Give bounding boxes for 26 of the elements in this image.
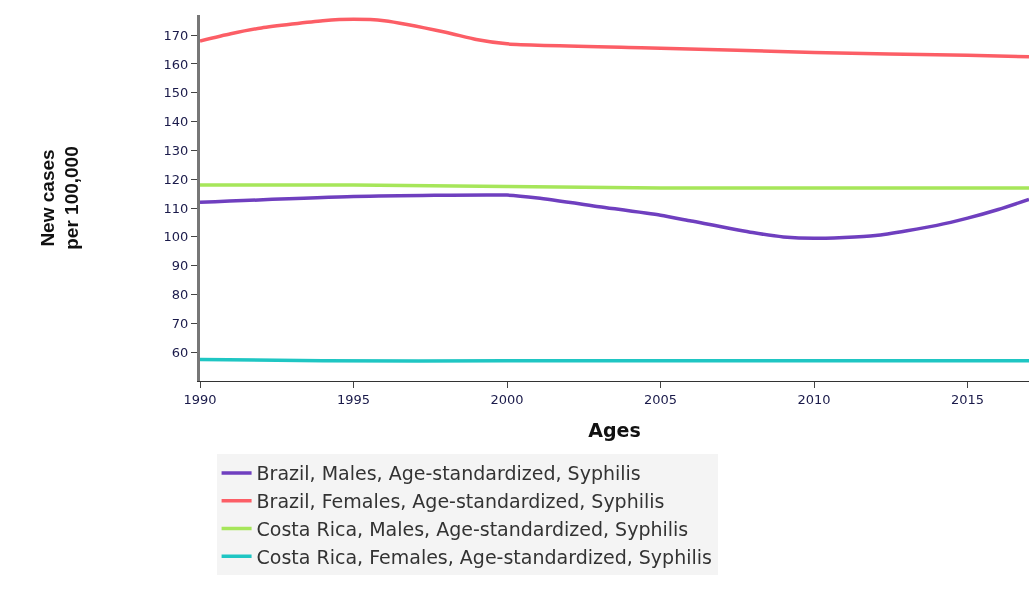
x-tick-label: 2010 — [797, 391, 831, 407]
y-tick-label: 110 — [163, 200, 189, 216]
line-series — [200, 17, 1029, 59]
y-tick-label: 70 — [171, 315, 189, 331]
x-tick-label: 1990 — [183, 391, 217, 407]
y-tick-label: 170 — [163, 27, 189, 43]
y-tick-label: 150 — [163, 85, 189, 101]
x-axis-title: Ages — [588, 419, 641, 442]
x-tick-label: 2015 — [951, 391, 985, 407]
legend-label: Brazil, Males, Age-standardized, Syphilis — [256, 462, 641, 485]
y-tick-label: 80 — [171, 287, 189, 303]
legend-label: Costa Rica, Males, Age-standardized, Syphilis — [256, 517, 689, 540]
x-tick-label: 2000 — [490, 391, 524, 407]
y-tick-label: 160 — [163, 56, 189, 72]
x-tick-label: 2005 — [644, 391, 678, 407]
y-axis-title: New cases per 100,000 — [36, 146, 83, 250]
y-tick-label: 60 — [171, 344, 189, 360]
y-tick-label: 120 — [163, 171, 189, 187]
y-tick-label: 90 — [171, 258, 189, 274]
y-tick-label: 130 — [163, 143, 189, 158]
line-series — [200, 193, 1029, 241]
y-tick-label: 140 — [163, 114, 189, 130]
y-tick-label: 100 — [163, 229, 189, 245]
x-tick-label: 1995 — [336, 391, 371, 407]
legend-label: Brazil, Females, Age-standardized, Syphilis — [256, 490, 665, 513]
legend-label: Costa Rica, Females, Age-standardized, Syphilis — [256, 545, 712, 568]
